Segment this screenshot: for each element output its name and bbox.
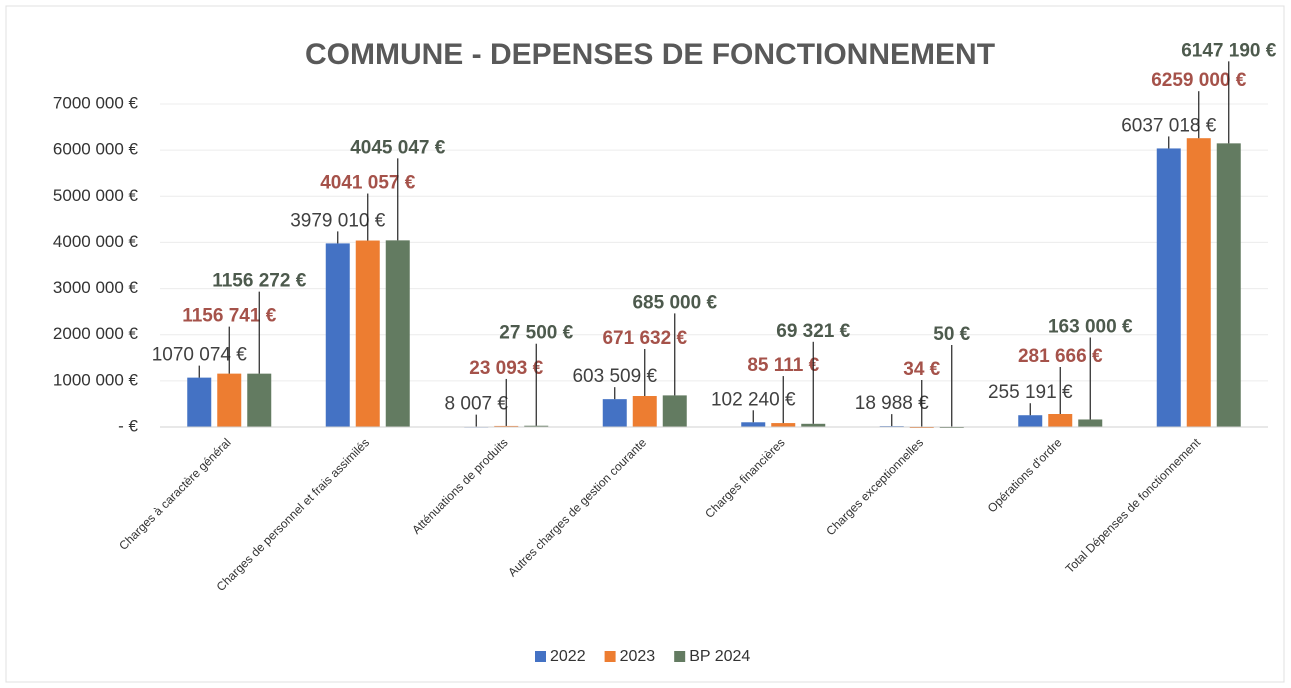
y-tick-label: 5000 000 € [53,186,139,205]
y-tick-label: 1000 000 € [53,370,139,389]
bar [355,240,380,427]
y-tick-label: 6000 000 € [53,140,139,159]
y-tick-label: 4000 000 € [53,232,139,251]
legend-swatch [535,651,546,662]
value-label: 4045 047 € [350,137,446,158]
value-label: 50 € [933,324,970,345]
bar [247,373,272,427]
value-label: 1156 272 € [212,271,306,292]
value-label: 102 240 € [711,389,796,410]
bar [1078,419,1103,427]
bar [632,396,657,427]
value-label: 163 000 € [1048,316,1133,337]
bar [187,377,212,427]
bar [1018,415,1043,427]
bar [217,373,242,427]
value-label: 6259 000 € [1151,70,1247,91]
value-label: 34 € [903,359,940,380]
bar [524,425,549,427]
value-label: 255 191 € [988,382,1073,403]
value-label: 3979 010 € [290,210,386,231]
value-label: 69 321 € [776,321,850,342]
y-tick-label: - € [118,416,138,435]
bar [662,395,687,427]
bar [801,423,826,427]
value-label: 281 666 € [1018,346,1103,367]
bar [602,399,627,427]
legend-label: 2022 [550,648,586,665]
value-label: 671 632 € [602,328,687,349]
bar [1048,414,1073,427]
value-label: 27 500 € [499,323,573,344]
bar [1186,138,1211,427]
bar [385,240,410,427]
value-label: 4041 057 € [320,173,416,194]
value-label: 18 988 € [855,393,929,414]
value-label: 23 093 € [469,358,543,379]
legend-swatch [674,651,686,662]
bar [1216,143,1241,428]
bar [325,243,350,427]
value-label: 1070 074 € [152,345,248,366]
y-tick-label: 3000 000 € [53,278,139,297]
value-label: 6037 018 € [1121,115,1217,136]
legend-swatch [604,651,616,662]
chart-title: COMMUNE - DEPENSES DE FONCTIONNEMENT [305,38,995,71]
value-label: 1156 741 € [182,306,276,327]
value-label: 603 509 € [572,366,657,387]
value-label: 85 111 € [747,355,819,376]
bar [1156,148,1181,427]
value-label: 6147 190 € [1181,40,1277,61]
chart-frame [5,5,1285,683]
value-label: 8 007 € [445,394,509,415]
y-tick-label: 7000 000 € [53,93,139,112]
bar [771,423,796,427]
value-label: 685 000 € [632,292,717,313]
bar [494,425,519,427]
legend-label: 2023 [620,648,656,665]
bar [741,422,766,427]
y-tick-label: 2000 000 € [53,324,139,343]
legend-label: BP 2024 [689,648,750,665]
